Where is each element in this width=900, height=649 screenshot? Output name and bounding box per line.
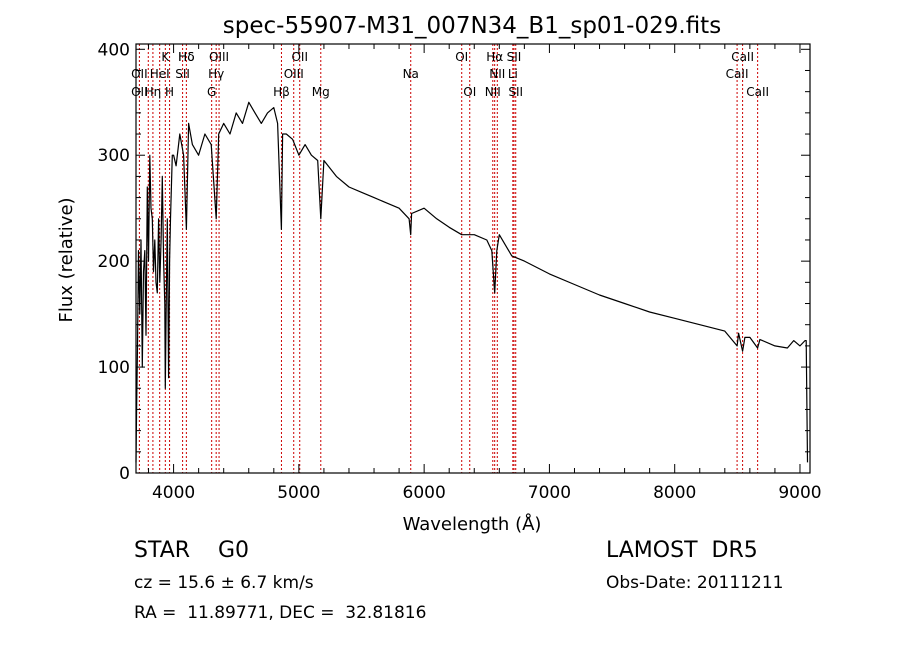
line-label-10: HeI	[150, 67, 170, 81]
plot-frame	[135, 43, 811, 474]
y-tick-label-3: 300	[98, 146, 130, 166]
y-axis-label: Flux (relative)	[56, 197, 77, 322]
x-tick-label-2: 6000	[403, 483, 446, 503]
line-label-0: Hδ	[178, 50, 194, 64]
line-label-15: NII	[489, 67, 505, 81]
obs-date: Obs-Date: 20111211	[606, 573, 784, 593]
x-tick-label-3: 7000	[528, 483, 571, 503]
line-label-13: OIII	[284, 67, 304, 81]
line-label-24: OI	[463, 85, 476, 99]
line-label-16: Li	[508, 67, 518, 81]
line-label-1: K	[161, 50, 170, 64]
y-tick-label-2: 200	[98, 252, 130, 272]
line-label-22: Hβ	[273, 85, 290, 99]
survey-label: LAMOST DR5	[606, 538, 758, 563]
line-label-27: CaII	[746, 85, 769, 99]
line-label-26: SII	[508, 85, 523, 99]
y-tick-label-0: 0	[119, 464, 130, 484]
line-label-19: Hη	[145, 85, 162, 99]
axes: 4000 5000 6000 7000 8000 9000 0 100 200 300 400	[98, 40, 822, 503]
object-class: STAR G0	[134, 538, 250, 563]
x-axis-label: Wavelength (Å)	[403, 513, 542, 535]
line-markers	[138, 44, 759, 473]
line-label-12: Hγ	[208, 67, 224, 81]
y-tick-label-1: 100	[98, 358, 130, 378]
line-label-2: Hδ	[178, 50, 194, 64]
line-label-11: SII	[175, 67, 190, 81]
coordinates: RA = 11.89771, DEC = 32.81816	[134, 603, 427, 623]
line-label-6: Hα	[486, 50, 503, 64]
line-label-25: NII	[485, 85, 501, 99]
line-label-23: Mg	[312, 85, 330, 99]
line-label-17: CaII	[726, 67, 749, 81]
x-tick-label-0: 4000	[152, 483, 195, 503]
line-label-14: Na	[403, 67, 419, 81]
line-label-9: OII	[131, 67, 148, 81]
line-label-8: CaII	[731, 50, 754, 64]
x-tick-label-1: 5000	[277, 483, 320, 503]
chart-title: spec-55907-M31_007N34_B1_sp01-029.fits	[223, 13, 721, 39]
x-tick-label-4: 8000	[653, 483, 696, 503]
line-label-4: OII	[291, 50, 308, 64]
y-tick-label-4: 400	[98, 40, 130, 60]
line-label-5: OI	[455, 50, 468, 64]
x-tick-label-5: 9000	[778, 483, 821, 503]
series-line-0	[135, 101, 809, 463]
line-label-7: SII	[507, 50, 522, 64]
redshift-cz: cz = 15.6 ± 6.7 km/s	[134, 573, 314, 593]
line-label-3: OIII	[209, 50, 229, 64]
spectrum-series	[135, 101, 809, 463]
line-label-21: G	[207, 85, 216, 99]
line-label-20: H	[165, 85, 174, 99]
